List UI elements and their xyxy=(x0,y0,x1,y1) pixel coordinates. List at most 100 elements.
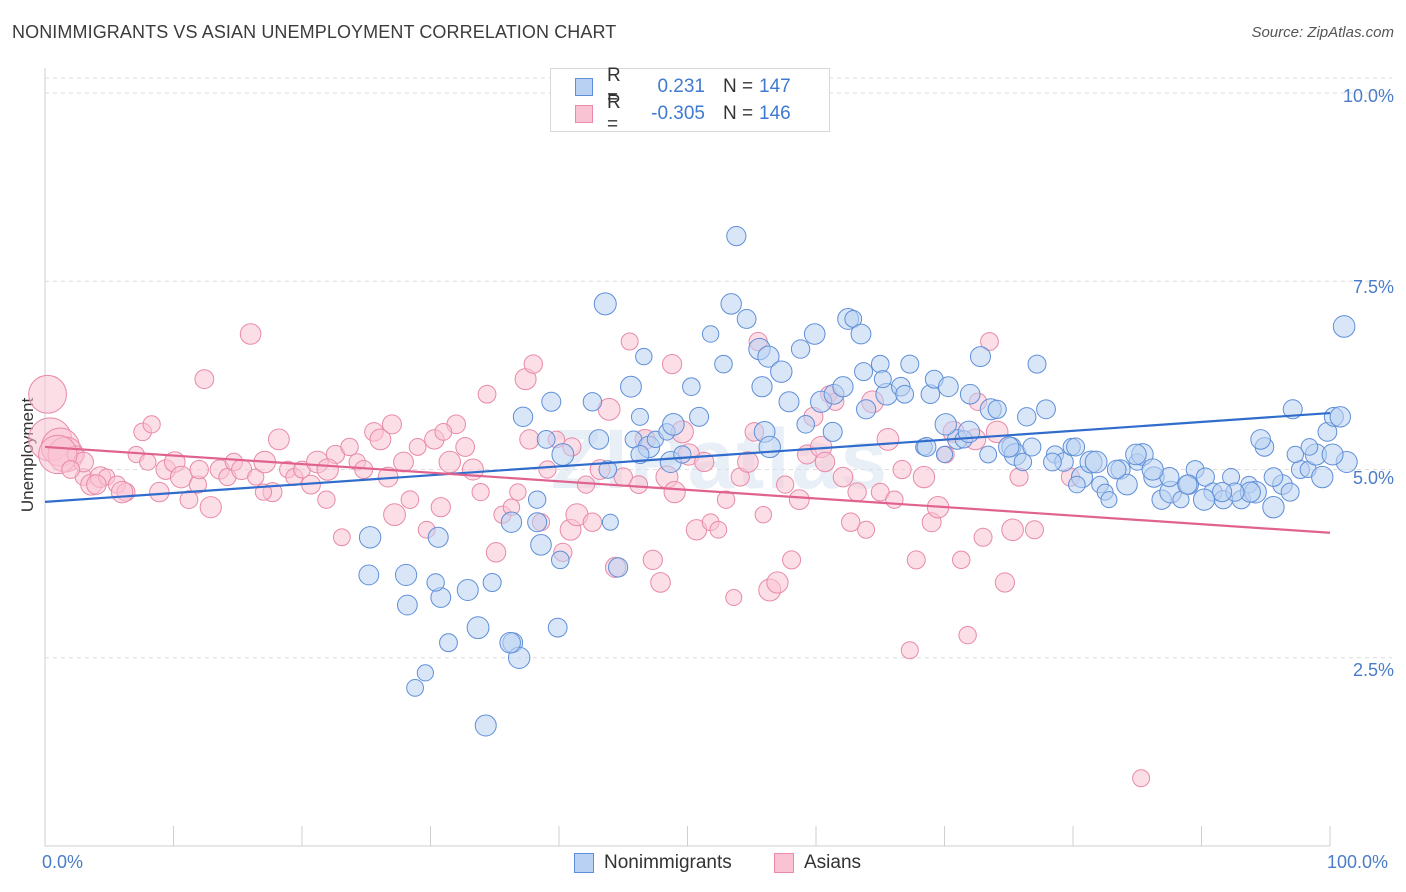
nonimmigrant-point xyxy=(1263,467,1284,487)
nonimmigrant-point xyxy=(1300,438,1319,456)
asian-point xyxy=(142,415,161,434)
asian-point xyxy=(725,589,743,607)
nonimmigrant-point xyxy=(499,631,521,654)
nonimmigrant-point xyxy=(662,413,685,436)
asian-point xyxy=(754,506,773,524)
asian-point xyxy=(247,468,265,486)
asian-point xyxy=(847,482,867,502)
asian-point xyxy=(523,354,543,374)
trend-lines xyxy=(44,411,1331,534)
asian-point xyxy=(239,323,262,345)
asian-point xyxy=(912,465,936,489)
nonimmigrant-point xyxy=(895,384,915,404)
asian-point xyxy=(857,520,876,539)
legend-row-nonimmigrants: R = 0.231 N = 147 xyxy=(575,65,791,108)
bottom-legend-swatch-pink xyxy=(774,853,794,873)
asian-point xyxy=(381,414,402,435)
asian-point xyxy=(892,459,912,480)
asian-point xyxy=(876,428,900,451)
asian-point xyxy=(840,512,861,532)
nonimmigrant-point xyxy=(439,633,458,653)
bottom-legend-asians[interactable]: Asians xyxy=(774,852,861,874)
nonimmigrant-point xyxy=(541,391,562,412)
asian-point xyxy=(189,459,209,480)
legend-n-label: N = xyxy=(723,76,754,97)
nonimmigrant-point xyxy=(1329,406,1351,428)
bottom-legend-label: Nonimmigrants xyxy=(604,852,732,873)
x-tick-label-min: 0.0% xyxy=(42,852,84,872)
nonimmigrant-point xyxy=(630,407,649,426)
nonimmigrant-point xyxy=(394,563,418,587)
nonimmigrant-point xyxy=(673,445,692,464)
y-tick-label-2-5: 2.5% xyxy=(1352,660,1394,680)
nonimmigrant-point xyxy=(934,413,957,436)
nonimmigrant-point xyxy=(547,617,568,638)
nonimmigrant-point xyxy=(870,354,890,374)
nonimmigrant-point xyxy=(1141,458,1164,481)
nonimmigrant-point xyxy=(832,376,854,398)
asian-point xyxy=(885,490,904,509)
asian-point xyxy=(61,460,81,479)
nonimmigrant-point xyxy=(1125,443,1147,466)
nonimmigrant-point xyxy=(1022,437,1042,457)
asian-point xyxy=(582,512,603,532)
nonimmigrant-point xyxy=(530,534,552,556)
nonimmigrant-point xyxy=(1068,475,1086,494)
nonimmigrants-points xyxy=(358,226,1358,737)
nonimmigrant-point xyxy=(778,391,800,413)
nonimmigrant-point xyxy=(608,557,629,578)
nonimmigrant-point xyxy=(959,383,981,405)
legend-row-asians: R = -0.305 N = 146 xyxy=(575,92,791,135)
nonimmigrant-point xyxy=(466,616,490,640)
asian-point xyxy=(1132,769,1151,788)
asian-point xyxy=(267,428,290,451)
nonimmigrant-point xyxy=(1321,443,1344,466)
asian-point xyxy=(471,483,490,502)
nonimmigrant-point xyxy=(527,512,548,533)
nonimmigrant-point xyxy=(1280,482,1300,502)
nonimmigrant-point xyxy=(1017,407,1037,427)
nonimmigrant-point xyxy=(758,435,781,459)
nonimmigrant-point xyxy=(1250,429,1271,450)
y-tick-label-10-0: 10.0% xyxy=(1342,86,1394,106)
nonimmigrant-point xyxy=(635,347,653,366)
asian-point xyxy=(383,503,406,527)
nonimmigrant-point xyxy=(790,339,811,359)
nonimmigrant-point xyxy=(854,362,874,382)
nonimmigrant-point xyxy=(1195,467,1215,487)
nonimmigrant-point xyxy=(714,354,733,374)
legend-n-value: 146 xyxy=(759,103,791,124)
nonimmigrant-point xyxy=(1262,495,1285,519)
nonimmigrant-point xyxy=(474,714,497,737)
nonimmigrant-point xyxy=(1282,399,1303,420)
asian-point xyxy=(973,527,993,547)
nonimmigrant-point xyxy=(822,421,843,442)
asian-point xyxy=(980,332,999,351)
nonimmigrant-point xyxy=(998,436,1020,458)
asian-point xyxy=(832,466,854,488)
nonimmigrant-point xyxy=(751,376,773,398)
nonimmigrant-point xyxy=(1106,459,1127,480)
asian-point xyxy=(737,451,759,473)
nonimmigrant-point xyxy=(416,664,434,682)
nonimmigrant-point xyxy=(630,444,650,464)
y-tick-label-7-5: 7.5% xyxy=(1352,277,1394,297)
nonimmigrant-point xyxy=(726,226,747,247)
nonimmigrant-point xyxy=(536,430,556,449)
asian-point xyxy=(139,453,157,471)
nonimmigrant-point xyxy=(601,513,619,531)
nonimmigrant-point xyxy=(701,325,720,343)
source-label: Source: ZipAtlas.com xyxy=(1251,24,1394,41)
legend-r-value: 0.231 xyxy=(657,76,705,97)
asian-point xyxy=(994,572,1015,593)
asian-point xyxy=(766,571,789,594)
bottom-legend-nonimmigrants[interactable]: Nonimmigrants xyxy=(574,852,732,874)
legend-n-label: N = xyxy=(723,103,754,124)
nonimmigrant-point xyxy=(406,678,424,697)
nonimmigrant-point xyxy=(987,399,1007,419)
asian-point xyxy=(906,550,926,570)
nonimmigrant-point xyxy=(1036,399,1056,420)
asian-point xyxy=(788,489,810,511)
asian-point xyxy=(438,450,461,474)
nonimmigrant-point xyxy=(1177,474,1198,495)
